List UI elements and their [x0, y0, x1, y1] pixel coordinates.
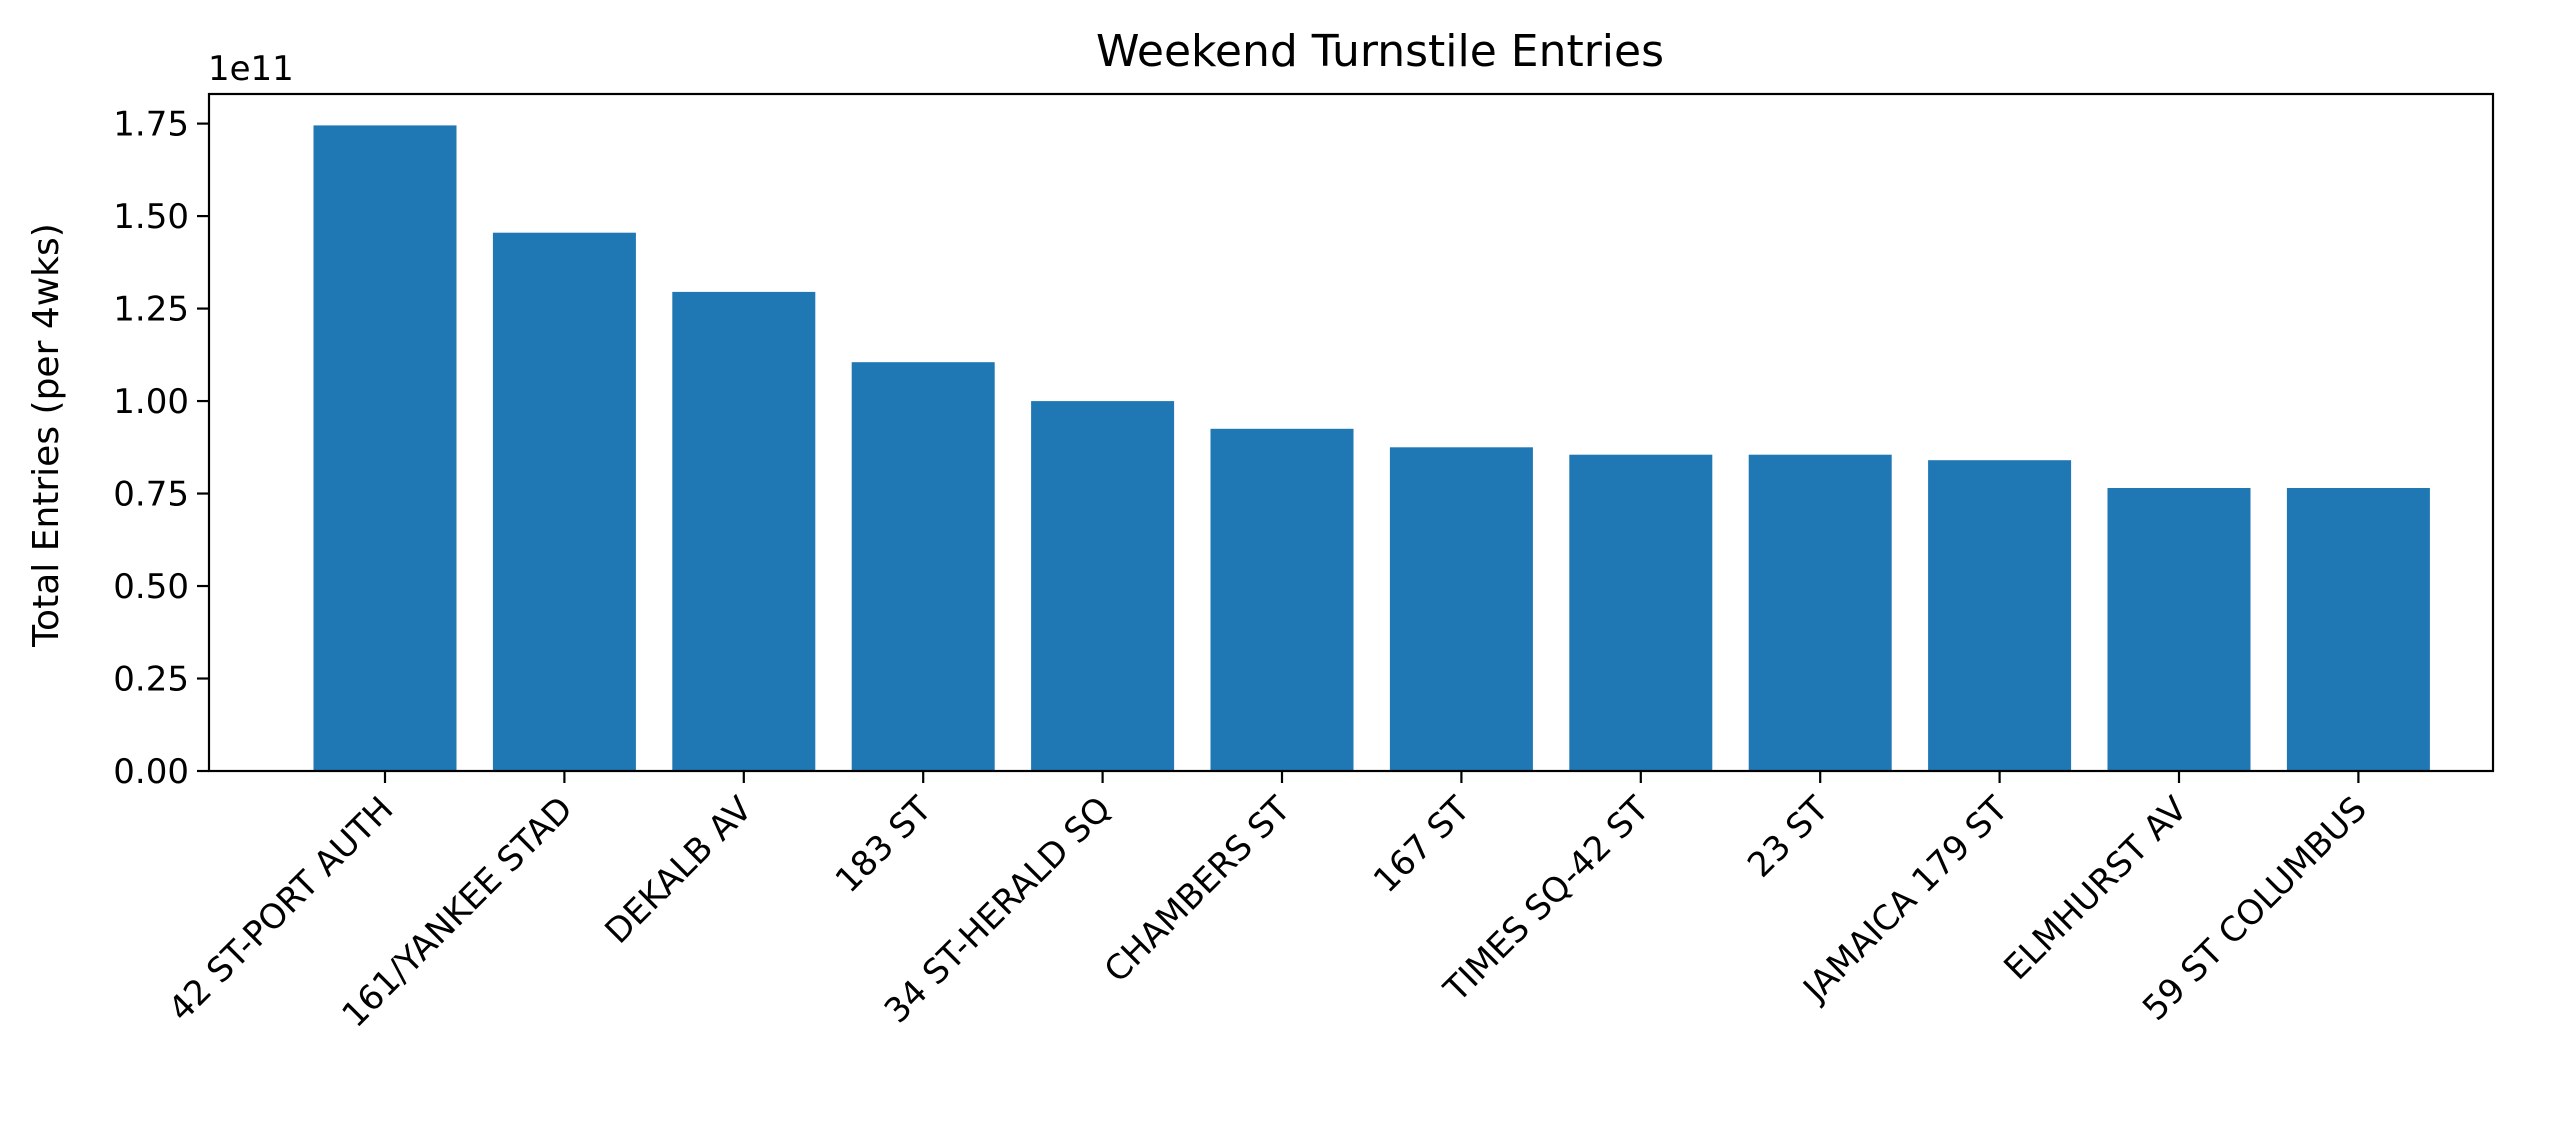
y-tick-label: 1.25 — [113, 290, 189, 330]
y-tick-label: 1.75 — [113, 105, 189, 145]
x-tick-label: 183 ST — [828, 789, 940, 901]
plot-frame — [207, 92, 2495, 773]
y-tick-label: 0.25 — [113, 660, 189, 700]
bar-8 — [1748, 454, 1892, 771]
bar-6 — [1389, 447, 1533, 771]
y-axis-ticks: 0.00 0.25 0.50 0.75 1.00 1.25 1.50 1.75 — [113, 105, 209, 792]
bar-0 — [313, 125, 457, 771]
bar-11 — [2286, 488, 2430, 771]
bars-group — [313, 125, 2430, 771]
bar-4 — [1031, 401, 1175, 771]
y-tick-label: 1.00 — [113, 382, 189, 422]
x-tick-label: ELMHURST AV — [1996, 789, 2195, 988]
y-axis-offset-label: 1e11 — [208, 49, 294, 89]
bar-9 — [1928, 460, 2072, 771]
y-tick-label: 0.00 — [113, 752, 189, 792]
x-tick-label: 167 ST — [1366, 789, 1478, 901]
x-tick-label: DEKALB AV — [597, 789, 760, 952]
bar-5 — [1210, 428, 1354, 771]
x-tick-label: 23 ST — [1740, 789, 1837, 886]
y-tick-label: 1.50 — [113, 197, 189, 237]
chart-title: Weekend Turnstile Entries — [1096, 26, 1664, 77]
bar-1 — [492, 232, 636, 771]
y-tick-label: 0.50 — [113, 567, 189, 607]
bar-3 — [851, 362, 995, 771]
y-tick-label: 0.75 — [113, 475, 189, 515]
y-axis-label: Total Entries (per 4wks) — [26, 223, 67, 648]
bar-7 — [1569, 454, 1713, 771]
bar-2 — [672, 291, 816, 771]
bar-10 — [2107, 488, 2251, 771]
x-tick-label: CHAMBERS ST — [1097, 789, 1299, 991]
